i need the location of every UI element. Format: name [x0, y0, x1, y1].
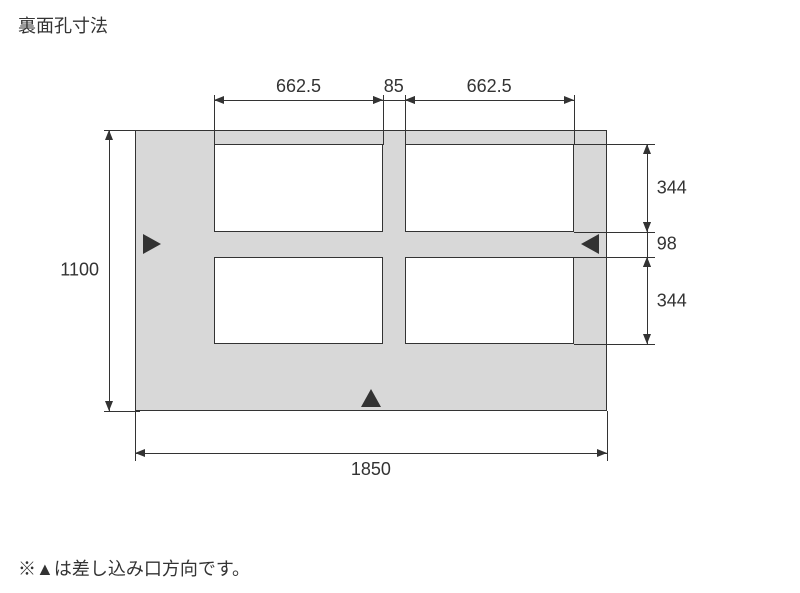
- hole-1-0: [214, 257, 383, 345]
- dim-label-right-lower: 344: [657, 290, 687, 311]
- ext: [574, 232, 655, 233]
- dim-label-right-mid: 98: [657, 234, 677, 255]
- arrow: [214, 96, 224, 104]
- dim-label-bottom: 1850: [351, 459, 391, 480]
- marker-right-icon: [581, 234, 599, 254]
- dim-bottom: [135, 453, 607, 454]
- dim-right-2: [647, 232, 648, 257]
- arrow: [643, 144, 651, 154]
- ext: [135, 411, 136, 461]
- arrow: [135, 449, 145, 457]
- dim-left: [109, 130, 110, 411]
- dim-label-left: 1100: [60, 260, 99, 281]
- hole-0-0: [214, 144, 383, 232]
- dim-top-1: [214, 100, 383, 101]
- dim-top-3: [405, 100, 574, 101]
- arrow: [105, 130, 113, 140]
- dim-right-1: [647, 144, 648, 232]
- arrow: [373, 96, 383, 104]
- arrow: [643, 222, 651, 232]
- arrow: [405, 96, 415, 104]
- dim-label-right-upper: 344: [657, 177, 687, 198]
- hole-0-1: [405, 144, 574, 232]
- arrow: [597, 449, 607, 457]
- ext-tick: [574, 95, 575, 145]
- arrow: [643, 334, 651, 344]
- ext: [104, 130, 140, 131]
- marker-bottom-icon: [361, 389, 381, 407]
- marker-left-icon: [143, 234, 161, 254]
- diagram-stage: 662.5 85 662.5 1100 344 98 344 1850: [0, 0, 800, 593]
- arrow: [105, 401, 113, 411]
- dim-label-top-right: 662.5: [467, 76, 512, 97]
- dim-top-2: [383, 100, 405, 101]
- hole-1-1: [405, 257, 574, 345]
- dim-right-3: [647, 257, 648, 345]
- ext-tick: [383, 95, 384, 145]
- arrow: [643, 257, 651, 267]
- arrow: [564, 96, 574, 104]
- dim-label-top-center: 85: [384, 76, 404, 97]
- dim-label-top-left: 662.5: [276, 76, 321, 97]
- ext: [574, 344, 655, 345]
- ext: [607, 411, 608, 461]
